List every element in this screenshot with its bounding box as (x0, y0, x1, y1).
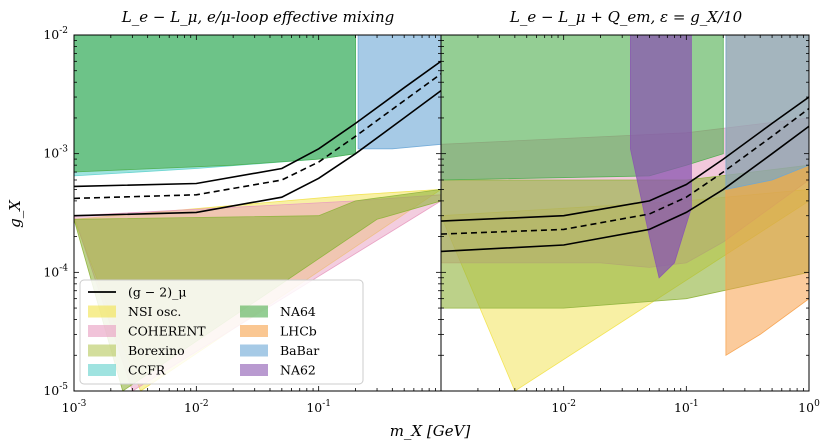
legend-label-na64: NA64 (280, 304, 316, 319)
legend-box (79, 279, 364, 385)
legend-swatch-ccfr (88, 364, 116, 376)
legend-label-nsi-osc: NSI osc. (128, 304, 181, 319)
y-tick-label: 10-4 (43, 263, 68, 279)
y-tick-label: 10-5 (43, 382, 68, 398)
g-minus-2-curve-1 (74, 60, 441, 188)
g-minus-2-curve-1 (441, 96, 809, 222)
x-tick-label: 10-1 (674, 399, 699, 415)
legend-swatch-babar (240, 344, 268, 357)
axes-frame (440, 34, 810, 392)
legend-label-lhcb: LHCb (280, 324, 317, 339)
g-minus-2-curve-2 (441, 107, 809, 235)
right-panel: 10-2 10-1 100 (440, 34, 820, 415)
y-tick-label: 10-2 (43, 26, 68, 42)
x-tick-label: 10-2 (184, 399, 209, 415)
x-tick-label: 10-2 (551, 399, 576, 415)
legend-swatch-coherent (88, 325, 116, 337)
x-tick-label: 10-1 (306, 399, 331, 415)
legend: (g − 2)_μ NSI osc. COHERENT Borexino CCFR NA6… (79, 279, 364, 385)
region-babar (725, 35, 809, 190)
legend-label-na62: NA62 (280, 363, 316, 378)
legend-swatch-lhcb (240, 325, 268, 337)
g-minus-2-curve-3 (74, 89, 441, 217)
y-tick-label: 10-3 (43, 145, 68, 161)
legend-swatch-nsi-osc (88, 305, 116, 318)
left-panel-title: L_e − L_μ, e/μ-loop effective mixing (121, 8, 394, 26)
legend-label-borexino: Borexino (128, 343, 185, 358)
legend-label-ccfr: CCFR (128, 363, 166, 378)
g-minus-2-curve-2 (74, 73, 441, 200)
region-na64 (74, 35, 356, 173)
x-axis-label: m_X [GeV] (390, 422, 471, 440)
legend-swatch-borexino (88, 344, 116, 357)
g-minus-2-curve-3 (441, 125, 809, 253)
legend-swatch-na62 (240, 364, 268, 376)
legend-label-coherent: COHERENT (128, 324, 206, 339)
x-tick-label: 100 (798, 399, 820, 415)
x-tick-label: 10-3 (62, 399, 87, 415)
legend-label-g-2: (g − 2)_μ (128, 285, 187, 300)
right-panel-title: L_e − L_μ + Q_em, ε = g_X/10 (509, 8, 743, 26)
y-axis-label: g_X (6, 199, 24, 228)
legend-label-babar: BaBar (280, 343, 319, 358)
legend-swatch-na64 (240, 305, 268, 318)
